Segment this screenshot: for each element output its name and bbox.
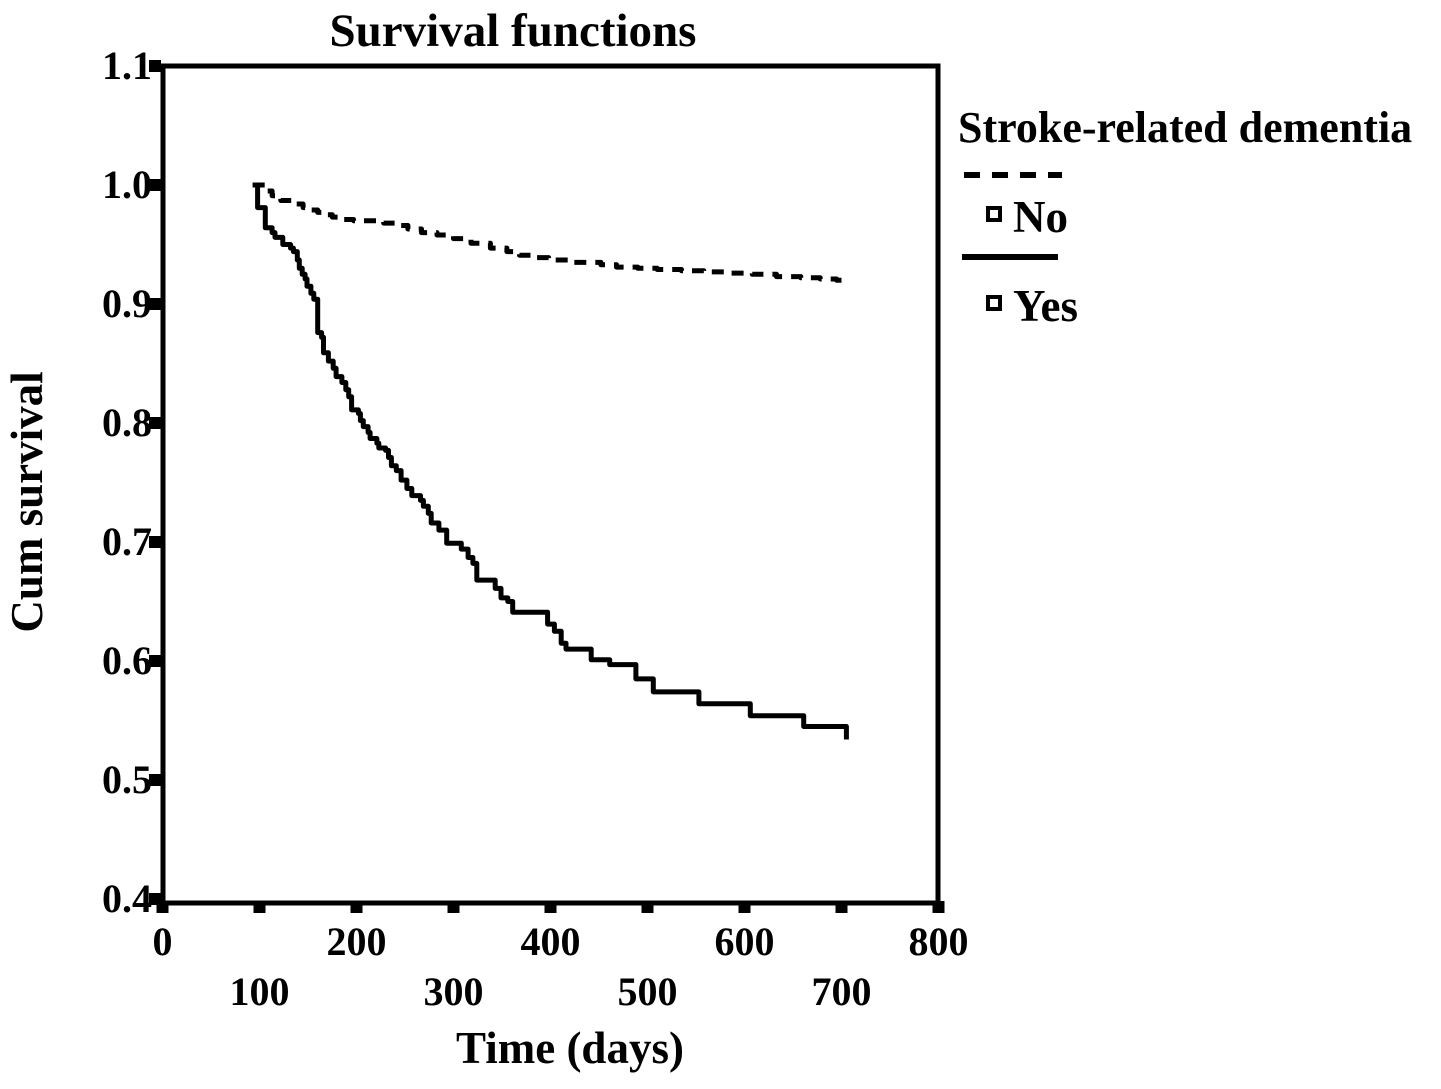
plot-frame — [160, 63, 941, 906]
y-tick-label: 0.5 — [102, 757, 152, 802]
legend-yes-marker-icon — [986, 295, 1002, 311]
legend-entry-yes: Yes — [1013, 281, 1078, 331]
legend-entry-no: No — [1013, 192, 1068, 242]
x-tick-label: 400 — [520, 919, 581, 964]
x-axis-title: Time (days) — [456, 1023, 684, 1073]
legend-solid-line-sample — [962, 254, 1058, 260]
y-tick-mark — [149, 774, 161, 786]
x-tick-label: 800 — [908, 919, 969, 964]
x-tick-label: 600 — [714, 919, 775, 964]
y-tick-label: 1.0 — [102, 162, 152, 207]
survival-curve-no — [252, 182, 848, 283]
x-tick-label: 200 — [326, 919, 387, 964]
y-tick-mark — [149, 179, 161, 191]
x-tick-label: 300 — [423, 969, 484, 1014]
survival-curve-yes — [252, 182, 849, 740]
y-tick-mark — [149, 60, 161, 72]
y-tick-label: 0.9 — [102, 281, 152, 326]
y-tick-label: 1.1 — [102, 43, 152, 88]
y-tick-mark — [149, 417, 161, 429]
legend-no-marker-icon — [986, 206, 1002, 222]
x-tick-label: 100 — [229, 969, 290, 1014]
y-tick-label: 0.8 — [102, 400, 152, 445]
chart-title: Survival functions — [329, 5, 697, 57]
legend-title: Stroke-related dementia — [958, 103, 1413, 152]
y-tick-mark — [149, 655, 161, 667]
y-tick-mark — [149, 536, 161, 548]
y-tick-label: 0.7 — [102, 519, 152, 564]
y-tick-label: 0.6 — [102, 638, 152, 683]
x-tick-label: 500 — [617, 969, 678, 1014]
y-tick-label: 0.4 — [102, 876, 152, 921]
legend-dashed-line-sample — [964, 172, 1062, 178]
y-tick-mark — [149, 298, 161, 310]
x-tick-label: 0 — [152, 919, 173, 964]
x-tick-label: 700 — [811, 969, 872, 1014]
